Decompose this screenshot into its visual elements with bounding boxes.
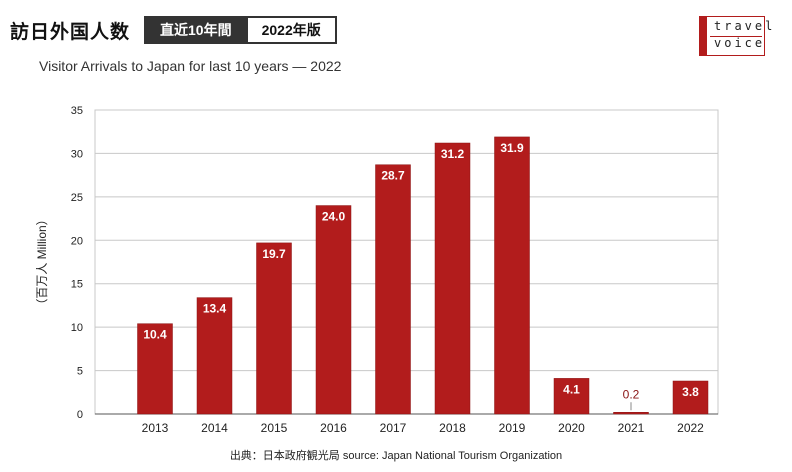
x-tick-label: 2016 bbox=[320, 421, 347, 435]
y-tick-label: 15 bbox=[71, 279, 83, 291]
data-label-2015: 19.7 bbox=[262, 247, 286, 261]
bars: 10.4 13.4 19.7 24.0 28.7 31.2 31.9 4.1 0.2 3.8 bbox=[137, 136, 709, 415]
logo-line1: travel bbox=[714, 19, 776, 33]
bar-2020 bbox=[553, 378, 590, 415]
bar-2013 bbox=[137, 323, 173, 415]
x-tick-label: 2021 bbox=[618, 421, 645, 435]
x-tick-label: 2017 bbox=[380, 421, 407, 435]
bar-2022 bbox=[672, 380, 709, 415]
y-tick-label: 25 bbox=[71, 192, 83, 204]
x-tick-label: 2018 bbox=[439, 421, 466, 435]
bar-2015 bbox=[256, 242, 292, 415]
data-label-2020: 4.1 bbox=[563, 382, 580, 396]
bar-2016 bbox=[315, 205, 352, 415]
y-tick-label: 20 bbox=[71, 235, 83, 247]
x-tick-label: 2020 bbox=[558, 421, 585, 435]
data-label-2014: 13.4 bbox=[203, 302, 227, 316]
y-tick-label: 0 bbox=[77, 409, 83, 421]
bar-2017 bbox=[375, 164, 411, 415]
x-tick-labels: 2013 2014 2015 2016 2017 2018 2019 2020 2021 2022 bbox=[142, 421, 705, 435]
y-axis-label: （百万人 Million） bbox=[35, 213, 49, 310]
x-tick-label: 2013 bbox=[142, 421, 169, 435]
y-tick-label: 30 bbox=[71, 148, 83, 160]
data-label-2016: 24.0 bbox=[322, 210, 346, 224]
y-tick-label: 35 bbox=[71, 105, 83, 117]
bar-2018 bbox=[434, 142, 471, 415]
y-tick-labels: 0 5 10 15 20 25 30 35 bbox=[71, 105, 83, 421]
data-label-2018: 31.2 bbox=[441, 147, 465, 161]
chart-subtitle: Visitor Arrivals to Japan for last 10 ye… bbox=[39, 58, 342, 74]
x-tick-label: 2022 bbox=[677, 421, 704, 435]
page-title: 訪日外国人数 bbox=[10, 21, 131, 43]
logo-bar bbox=[699, 16, 707, 56]
data-label-2021: 0.2 bbox=[623, 387, 640, 401]
period-tag: 直近10年間 bbox=[144, 16, 248, 44]
y-tick-label: 10 bbox=[71, 322, 83, 334]
data-label-2019: 31.9 bbox=[500, 141, 524, 155]
logo-line2: voice bbox=[714, 36, 766, 50]
bar-2021 bbox=[613, 412, 649, 415]
data-label-2017: 28.7 bbox=[381, 169, 405, 183]
bar-2014 bbox=[196, 297, 233, 415]
x-tick-label: 2015 bbox=[261, 421, 288, 435]
data-label-2022: 3.8 bbox=[682, 385, 699, 399]
title-row: 訪日外国人数 直近10年間 2022年版 bbox=[10, 16, 337, 44]
x-tick-label: 2014 bbox=[201, 421, 228, 435]
logo-separator bbox=[710, 36, 762, 37]
edition-tag: 2022年版 bbox=[247, 16, 337, 44]
y-tick-label: 5 bbox=[77, 366, 83, 378]
data-label-2013: 10.4 bbox=[143, 328, 167, 342]
travelvoice-logo[interactable]: travel voice bbox=[699, 16, 772, 56]
x-tick-label: 2019 bbox=[499, 421, 526, 435]
source-note: 出典：日本政府観光局 source: Japan National Touris… bbox=[229, 450, 563, 462]
bar-2019 bbox=[494, 136, 530, 415]
